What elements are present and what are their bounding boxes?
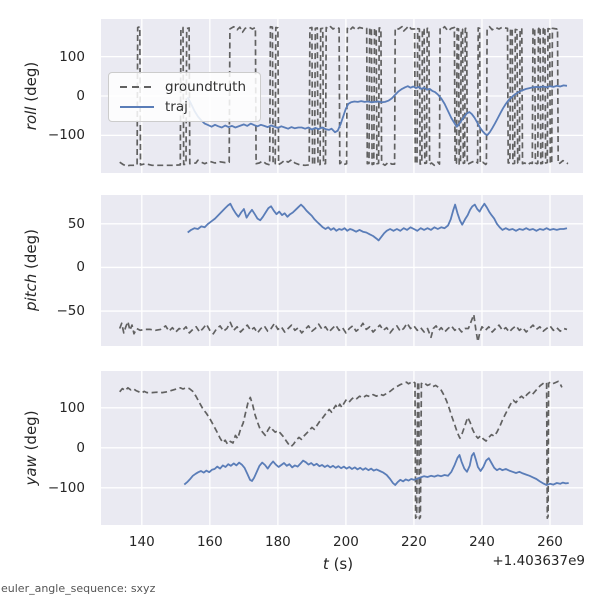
x-tick-label: 220 xyxy=(401,534,427,550)
legend-item-traj: traj xyxy=(109,99,260,115)
yaw-groundtruth-line xyxy=(119,380,563,520)
yaw-traj-line xyxy=(183,452,569,486)
x-tick-label: 180 xyxy=(264,534,291,550)
pitch-traj-line xyxy=(187,202,568,242)
pitch-plot-area xyxy=(101,195,583,346)
legend-label-groundtruth: groundtruth xyxy=(165,79,247,95)
y-tick-label: 100 xyxy=(59,399,85,416)
x-tick-label: 200 xyxy=(333,534,359,550)
pitch-subplot xyxy=(101,195,583,346)
y-tick-label: 0 xyxy=(76,439,85,456)
y-tick-label: 0 xyxy=(76,88,85,104)
y-tick-label: 100 xyxy=(59,48,85,65)
yaw-subplot xyxy=(101,371,583,525)
y-tick-label: −100 xyxy=(47,479,85,496)
roll-groundtruth-line xyxy=(119,25,569,167)
y-tick-label: −100 xyxy=(47,127,85,144)
x-axis-offset-text: +1.403637e9 xyxy=(492,553,585,569)
legend: groundtruth traj xyxy=(108,72,261,122)
x-tick-label: 140 xyxy=(128,534,155,550)
legend-item-groundtruth: groundtruth xyxy=(109,79,260,95)
x-tick-label: 240 xyxy=(469,534,495,550)
x-tick-label: 160 xyxy=(196,534,223,550)
y-tick-label: −50 xyxy=(56,303,86,320)
dashed-line-icon xyxy=(120,86,154,88)
y-tick-label: 50 xyxy=(67,215,85,232)
x-tick-label: 260 xyxy=(537,534,563,550)
pitch-groundtruth-line xyxy=(118,313,568,343)
y-tick-label: 0 xyxy=(76,259,85,276)
footer-note: euler_angle_sequence: sxyz xyxy=(1,582,156,595)
roll-traj-line xyxy=(186,84,568,136)
solid-line-icon xyxy=(120,106,154,108)
legend-label-traj: traj xyxy=(165,99,188,115)
yaw-plot-area xyxy=(101,371,583,525)
x-axis-label: t (s) xyxy=(322,555,354,573)
